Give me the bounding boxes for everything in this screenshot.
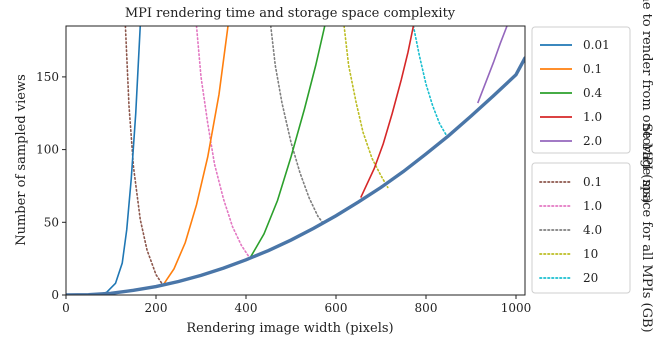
legend-label-0-4: 0.4	[583, 86, 602, 100]
y-tick-label: 50	[44, 215, 59, 229]
time-series-1-0	[360, 26, 415, 198]
legend-time-title: Time to render from one MPI (ms)	[639, 0, 654, 203]
storage-series-20	[412, 26, 448, 136]
x-tick-label: 200	[145, 301, 168, 315]
legend-label-0-01: 0.01	[583, 38, 610, 52]
legend-time-box	[531, 26, 631, 154]
x-tick-label: 800	[415, 301, 438, 315]
legend-label-0-1: 0.1	[583, 175, 602, 189]
y-axis-label: Number of sampled views	[14, 74, 29, 246]
storage-series-1-0	[195, 26, 250, 257]
baseline-series	[66, 56, 525, 295]
legend-label-1-0: 1.0	[583, 199, 602, 213]
y-tick-label: 0	[51, 288, 59, 302]
legend-time: 0.01 0.1 0.4 1.0 2.0 Time to render from one…	[531, 0, 654, 203]
storage-series-0-1	[124, 26, 164, 286]
legend-storage-title: Storage space for all MPIs (GB)	[639, 123, 654, 332]
legend-label-2-0: 2.0	[583, 134, 602, 148]
time-series-0-4	[249, 26, 326, 258]
time-series-2-0	[477, 26, 508, 104]
legend-label-4-0: 4.0	[583, 223, 602, 237]
legend-label-10: 10	[583, 247, 598, 261]
time-series-0-1	[162, 26, 229, 286]
legend-storage: 0.1 1.0 4.0 10 20 Storage space for all MPIs…	[531, 123, 654, 333]
plot-area: 0 200 400 600 800 1000 0 50 100 150	[36, 25, 531, 315]
storage-series-4-0	[269, 26, 324, 224]
y-tick-label: 100	[36, 143, 59, 157]
legend-time-items: 0.01 0.1 0.4 1.0 2.0	[540, 38, 610, 148]
x-tick-label: 600	[325, 301, 348, 315]
storage-series-10	[343, 26, 389, 189]
legend-storage-box	[531, 162, 631, 294]
x-axis: 0 200 400 600 800 1000	[62, 295, 531, 315]
legend-label-0-1: 0.1	[583, 62, 602, 76]
y-tick-label: 150	[36, 70, 59, 84]
series-layer	[66, 26, 525, 295]
x-tick-label: 400	[235, 301, 258, 315]
time-series-0-01	[66, 26, 142, 295]
legend-storage-items: 0.1 1.0 4.0 10 20	[539, 175, 602, 285]
legend-label-20: 20	[583, 271, 598, 285]
chart-title: MPI rendering time and storage space com…	[125, 6, 456, 21]
legend-label-1-0: 1.0	[583, 110, 602, 124]
x-tick-label: 0	[62, 301, 70, 315]
plot-frame	[65, 25, 526, 296]
x-axis-label: Rendering image width (pixels)	[186, 321, 393, 336]
x-tick-label: 1000	[501, 301, 532, 315]
y-axis: 0 50 100 150	[36, 70, 66, 302]
